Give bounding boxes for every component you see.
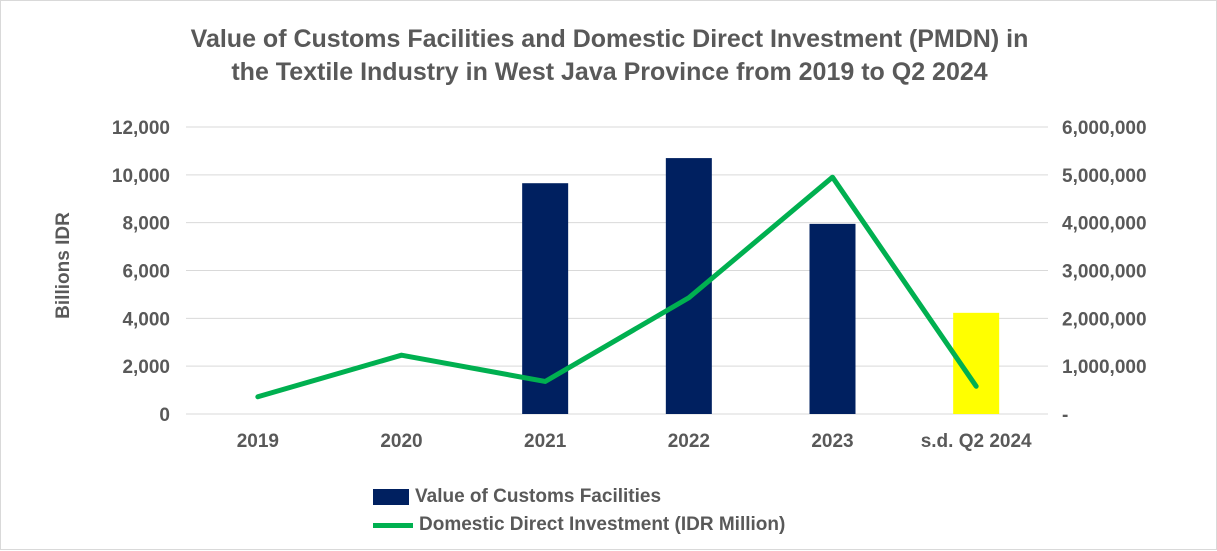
chart-title: Value of Customs Facilities and Domestic… xyxy=(1,23,1217,89)
bar xyxy=(522,183,569,414)
x-tick-label: 2023 xyxy=(811,431,853,452)
line-point xyxy=(401,354,402,356)
line-point xyxy=(257,396,259,398)
y-right-tick-label: 2,000,000 xyxy=(1062,309,1147,330)
y-left-tick-label: 0 xyxy=(159,405,170,426)
y-left-tick-label: 4,000 xyxy=(122,309,170,330)
y-left-tick-label: 12,000 xyxy=(112,118,170,139)
y-left-tick-label: 6,000 xyxy=(122,262,170,283)
y-right-tick-label: 4,000,000 xyxy=(1062,214,1147,235)
legend: Value of Customs Facilities Domestic Dir… xyxy=(373,483,785,539)
x-tick-label: 2020 xyxy=(380,431,422,452)
y-left-tick-label: 2,000 xyxy=(122,357,170,378)
y-right-tick-label: 5,000,000 xyxy=(1062,166,1147,187)
x-tick-label: 2019 xyxy=(237,431,279,452)
legend-item-customs: Value of Customs Facilities xyxy=(373,483,785,511)
line-point xyxy=(975,385,977,387)
x-tick-label: 2021 xyxy=(524,431,567,452)
investment-line xyxy=(255,174,979,400)
line-point xyxy=(832,176,833,178)
y-axis-title: Billions IDR xyxy=(53,212,74,319)
y-right-tick-label: 6,000,000 xyxy=(1062,118,1147,139)
x-tick-label: s.d. Q2 2024 xyxy=(921,431,1032,452)
legend-label-pmdn: Domestic Direct Investment (IDR Million) xyxy=(419,514,786,535)
legend-swatch-line xyxy=(373,522,413,528)
y-left-tick-label: 10,000 xyxy=(112,166,170,187)
line-point xyxy=(544,380,546,382)
legend-label-customs: Value of Customs Facilities xyxy=(415,486,662,507)
y-right-tick-label: - xyxy=(1062,405,1068,426)
y-right-tick-label: 1,000,000 xyxy=(1062,357,1147,378)
y-left-tick-label: 8,000 xyxy=(122,214,170,235)
chart-title-line-1: Value of Customs Facilities and Domestic… xyxy=(190,25,1029,53)
bar xyxy=(809,223,856,414)
legend-swatch-bar xyxy=(373,489,409,505)
line-point xyxy=(688,297,690,299)
chart-title-line-2: the Textile Industry in West Java Provin… xyxy=(231,58,988,86)
y-right-tick-label: 3,000,000 xyxy=(1062,262,1147,283)
x-tick-label: 2022 xyxy=(668,431,710,452)
legend-item-pmdn: Domestic Direct Investment (IDR Million) xyxy=(373,511,785,539)
